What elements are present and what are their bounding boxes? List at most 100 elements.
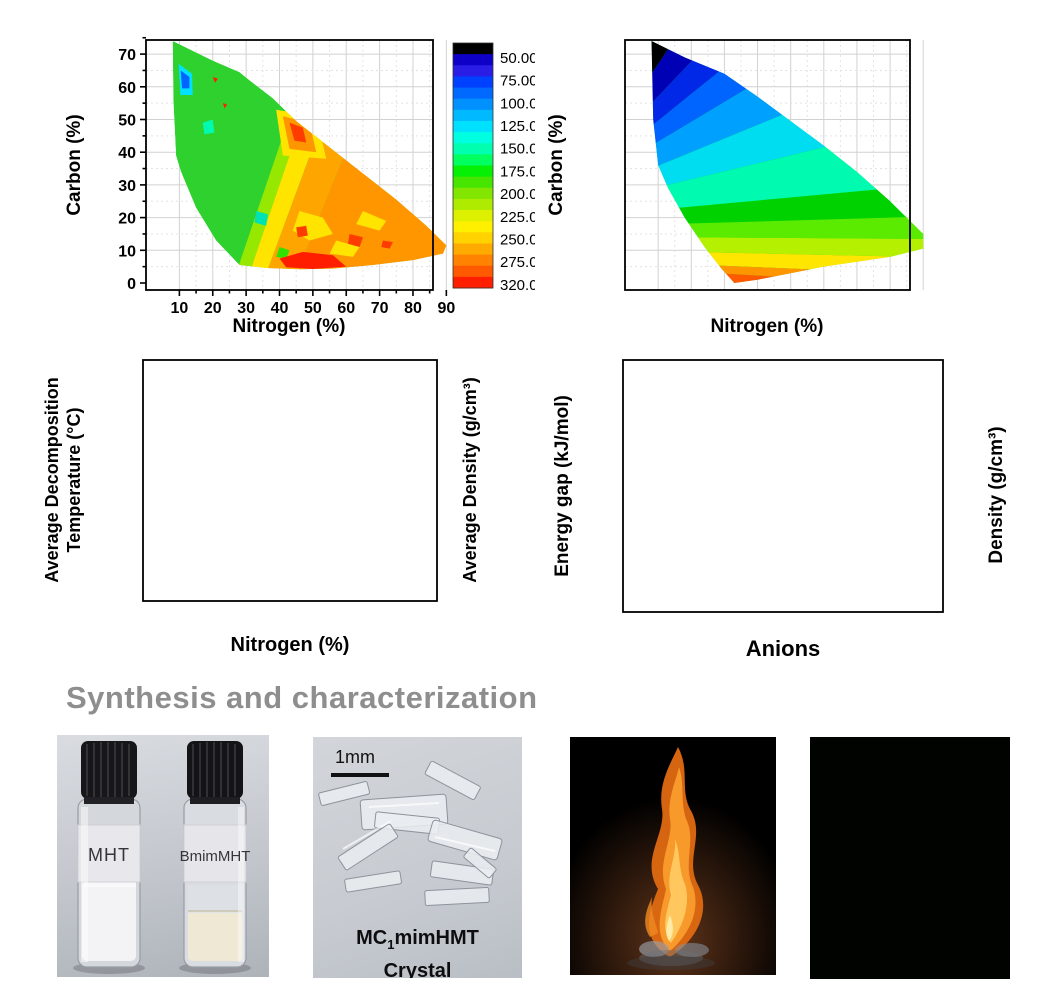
contour-patch xyxy=(347,233,363,248)
vial-label-right: BmimMHT xyxy=(180,848,251,865)
colorbar-label: 50.00 xyxy=(500,50,535,67)
colorbar-cell xyxy=(453,54,493,66)
colorbar-cell xyxy=(453,65,493,77)
colorbar-cell xyxy=(453,143,493,155)
colorbar-cell xyxy=(453,254,493,267)
contour-plot-heat-of-formation: Carbon (%) Nitrogen (%) xyxy=(546,39,924,337)
y-axis-title-line1: Average Decomposition xyxy=(42,377,62,582)
colorbar-label: 225.0 xyxy=(500,209,535,226)
colorbar-cell xyxy=(453,120,493,133)
contour-band xyxy=(651,41,924,201)
vial-bmimmht: BmimMHT xyxy=(180,741,251,968)
flame-base xyxy=(627,941,715,970)
y2-axis-title: Average Density (g/cm³) xyxy=(460,377,480,582)
x-axis-title: Nitrogen (%) xyxy=(231,634,350,656)
colorbar-label: 125.0 xyxy=(500,118,535,135)
tick-label: 50 xyxy=(304,300,322,317)
tick-label: 40 xyxy=(118,145,136,162)
colorbar-label: 275.0 xyxy=(500,254,535,271)
colorbar-label: 320.0 xyxy=(500,277,535,294)
photo-fluorescence xyxy=(810,737,1010,979)
colorbar-label: 200.0 xyxy=(500,186,535,203)
plot-frame xyxy=(624,39,911,291)
y-axis-title: Carbon (%) xyxy=(64,114,85,215)
vial-mht: MHT xyxy=(77,741,141,968)
colorbar-cell xyxy=(453,232,493,244)
tick-label: 40 xyxy=(271,300,289,317)
contour-patch xyxy=(276,247,290,259)
colorbar-cell xyxy=(453,265,493,278)
tick-label: 30 xyxy=(118,178,136,195)
scale-bar xyxy=(331,773,389,777)
colorbar-cell xyxy=(453,198,493,211)
colorbar-cell xyxy=(453,221,493,233)
contour-patch xyxy=(180,70,190,89)
scale-bar-label: 1mm xyxy=(335,747,375,767)
contour-patch xyxy=(329,240,360,257)
colorbar-cell xyxy=(453,109,493,122)
contour-patch xyxy=(356,211,387,231)
temp-density-chart: Average Decomposition Temperature (°C) A… xyxy=(42,359,480,656)
tick-label: 70 xyxy=(118,47,136,64)
colorbar-label: 100.0 xyxy=(500,95,535,112)
y-axis-title-line2: Temperature (°C) xyxy=(64,408,84,553)
y-axis-title: Carbon (%) xyxy=(546,114,567,215)
flame-shape xyxy=(645,747,704,957)
colorbar-cell xyxy=(453,98,493,111)
colorbar-cell xyxy=(453,210,493,222)
tick-label: 30 xyxy=(237,300,255,317)
plot-frame xyxy=(622,359,944,613)
colorbar-cell xyxy=(453,165,493,178)
colorbar: 50.00 75.00 100.0 125.0 150.0 175.0 200.0 225.0… xyxy=(452,42,535,294)
contour-patch xyxy=(222,103,228,109)
crystal-shapes xyxy=(318,760,503,907)
tick-label: 70 xyxy=(371,300,389,317)
energy-density-chart: Energy gap (kJ/mol) Density (g/cm³) Anio… xyxy=(552,359,1007,661)
contour-patch xyxy=(212,76,218,83)
tick-label: 20 xyxy=(118,211,136,228)
colorbar-cell xyxy=(453,76,493,89)
colorbar-cell xyxy=(453,87,493,100)
contour-patch xyxy=(381,240,393,249)
tick-label: 50 xyxy=(118,113,136,130)
y-axis-title: Energy gap (kJ/mol) xyxy=(552,395,573,577)
colorbar-cell xyxy=(453,43,493,55)
colorbar-frame xyxy=(452,42,494,289)
colorbar-label: 175.0 xyxy=(500,163,535,180)
tick-label: 20 xyxy=(204,300,222,317)
contour-patch xyxy=(254,211,268,226)
crystal-caption: MC1mimHMT Crystal xyxy=(356,927,479,978)
colorbar-cell xyxy=(453,243,493,256)
contour-patch xyxy=(289,122,307,143)
axis-ticks: 10 20 30 40 50 60 70 80 90 0 10 20 30 40 50 60 70 xyxy=(118,36,455,317)
crystal-highlights xyxy=(342,802,496,852)
contour-band xyxy=(651,41,924,202)
vial-label-left: MHT xyxy=(88,845,130,865)
colorbar-label: 75.00 xyxy=(500,73,535,90)
plot-frame xyxy=(145,39,434,291)
contour-patch xyxy=(279,251,347,269)
photo-flame xyxy=(570,737,776,975)
tick-label: 10 xyxy=(170,300,188,317)
tick-label: 80 xyxy=(404,300,422,317)
tick-label: 10 xyxy=(118,243,136,260)
contour-patch xyxy=(202,119,215,135)
x-axis-title: Nitrogen (%) xyxy=(711,316,824,337)
y2-axis-title: Density (g/cm³) xyxy=(986,426,1007,563)
contour-plot-decomposition: 10 20 30 40 50 60 70 80 90 0 10 20 30 40 50 60 70 Carbon… xyxy=(64,36,535,337)
tick-label: 60 xyxy=(337,300,355,317)
tick-label: 90 xyxy=(437,300,455,317)
section-title: Synthesis and characterization xyxy=(66,680,538,715)
photo-vials: MHT BmimMHT xyxy=(57,735,269,977)
x-axis-title: Anions xyxy=(746,636,821,661)
colorbar-cell xyxy=(453,176,493,189)
colorbar-label: 150.0 xyxy=(500,141,535,158)
plot-frame xyxy=(142,359,438,602)
tick-label: 0 xyxy=(127,276,136,293)
colorbar-cell xyxy=(453,187,493,200)
colorbar-cell xyxy=(453,132,493,144)
contour-patch xyxy=(296,225,308,238)
photo-crystals: 1mm MC1mimHMT Crystal xyxy=(313,737,522,978)
colorbar-cell xyxy=(453,154,493,166)
